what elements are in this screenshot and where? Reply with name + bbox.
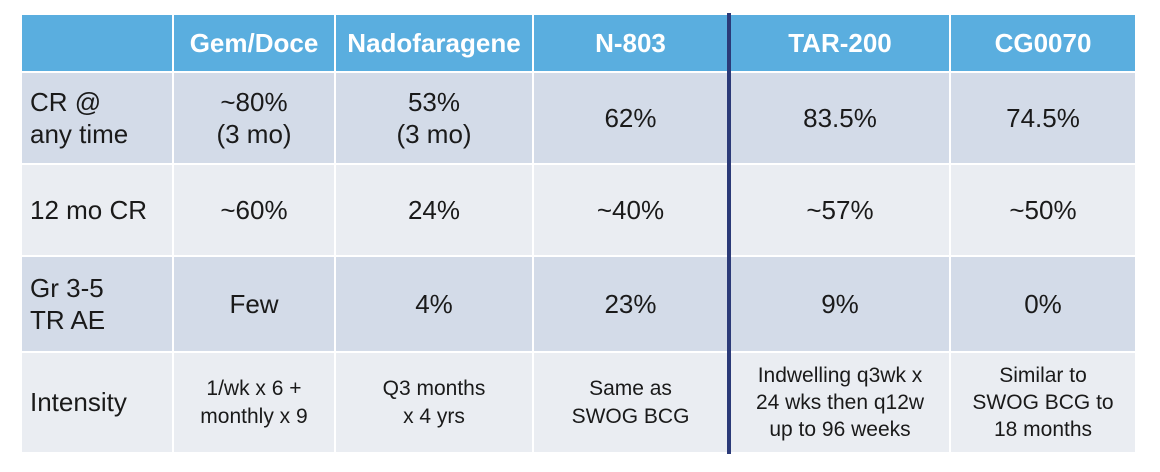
cell-gem-doce: Few xyxy=(172,255,336,353)
cell-tar-200: ~57% xyxy=(727,163,951,257)
cell-gem-doce: ~60% xyxy=(172,163,336,257)
cell-line: 24 wks then q12w xyxy=(755,390,925,414)
cell-line: ~80% xyxy=(220,86,288,117)
cell-line: 53% xyxy=(407,86,461,117)
cell-line: ~50% xyxy=(1009,194,1077,225)
cell-line: 0% xyxy=(1024,288,1062,319)
row-label-intensity: Intensity xyxy=(20,351,174,454)
header-nadofaragene: Nadofaragene xyxy=(334,13,534,73)
cell-cg0070: 74.5% xyxy=(949,71,1137,165)
cell-cg0070: Similar to SWOG BCG to 18 months xyxy=(949,351,1137,454)
cell-line: 23% xyxy=(604,288,657,319)
cell-n-803: 23% xyxy=(532,255,730,353)
cell-line: Few xyxy=(229,288,279,319)
cell-line: 18 months xyxy=(993,418,1093,442)
cell-line: SWOG BCG xyxy=(571,404,690,428)
cell-line: SWOG BCG to xyxy=(972,390,1114,414)
cell-line: 9% xyxy=(821,288,859,319)
header-tar-200: TAR-200 xyxy=(727,13,951,73)
cell-line: Q3 months xyxy=(382,377,486,401)
row-intensity: Intensity 1/wk x 6 + monthly x 9 Q3 mont… xyxy=(20,351,1137,454)
row-label-line: Gr 3-5 xyxy=(30,272,104,303)
row-label-gr-3-5-tr-ae: Gr 3-5 TR AE xyxy=(20,255,174,353)
row-gr-3-5-tr-ae: Gr 3-5 TR AE Few 4% 23% 9% 0% xyxy=(20,255,1137,353)
cell-line: ~57% xyxy=(806,194,874,225)
row-label-cr-any-time: CR @ any time xyxy=(20,71,174,165)
cell-line: 74.5% xyxy=(1006,102,1080,133)
cell-nadofaragene: Q3 months x 4 yrs xyxy=(334,351,534,454)
row-label-12-mo-cr: 12 mo CR xyxy=(20,163,174,257)
cell-gem-doce: 1/wk x 6 + monthly x 9 xyxy=(172,351,336,454)
row-label-line: Intensity xyxy=(30,386,127,417)
header-gem-doce: Gem/Doce xyxy=(172,13,336,73)
cell-cg0070: 0% xyxy=(949,255,1137,353)
cell-line: (3 mo) xyxy=(216,119,292,149)
row-label-line: any time xyxy=(30,119,129,149)
cell-gem-doce: ~80% (3 mo) xyxy=(172,71,336,165)
cell-line: (3 mo) xyxy=(396,119,472,149)
cell-n-803: Same as SWOG BCG xyxy=(532,351,730,454)
cell-tar-200: Indwelling q3wk x 24 wks then q12w up to… xyxy=(727,351,951,454)
comparison-table: Gem/Doce Nadofaragene N-803 TAR-200 CG00… xyxy=(20,13,1137,454)
header-corner-cell xyxy=(20,13,174,73)
cell-line: monthly x 9 xyxy=(200,404,308,428)
header-n-803: N-803 xyxy=(532,13,730,73)
cell-line: ~40% xyxy=(596,194,665,225)
cell-line: 24% xyxy=(407,194,461,225)
cell-line: 1/wk x 6 + xyxy=(206,377,302,401)
cell-tar-200: 9% xyxy=(727,255,951,353)
cell-line: Similar to xyxy=(999,363,1087,387)
cell-cg0070: ~50% xyxy=(949,163,1137,257)
row-label-line: CR @ xyxy=(30,86,102,117)
row-label-line: TR AE xyxy=(30,305,106,335)
cell-line: x 4 yrs xyxy=(403,404,465,428)
cell-line: 4% xyxy=(415,288,453,319)
row-12-mo-cr: 12 mo CR ~60% 24% ~40% ~57% ~50% xyxy=(20,163,1137,257)
cell-line: 83.5% xyxy=(803,102,877,133)
cell-nadofaragene: 53% (3 mo) xyxy=(334,71,534,165)
cell-nadofaragene: 4% xyxy=(334,255,534,353)
header-row: Gem/Doce Nadofaragene N-803 TAR-200 CG00… xyxy=(20,13,1137,73)
row-label-line: 12 mo CR xyxy=(30,194,148,225)
cell-n-803: ~40% xyxy=(532,163,730,257)
cell-line: Same as xyxy=(589,377,672,401)
cell-line: up to 96 weeks xyxy=(769,418,911,442)
cell-line: 62% xyxy=(604,102,657,133)
cell-line: ~60% xyxy=(220,194,288,225)
cell-n-803: 62% xyxy=(532,71,730,165)
cell-tar-200: 83.5% xyxy=(727,71,951,165)
header-cg0070: CG0070 xyxy=(949,13,1137,73)
row-cr-any-time: CR @ any time ~80% (3 mo) 53% (3 mo) 62%… xyxy=(20,71,1137,165)
cell-nadofaragene: 24% xyxy=(334,163,534,257)
cell-line: Indwelling q3wk x xyxy=(757,363,923,387)
